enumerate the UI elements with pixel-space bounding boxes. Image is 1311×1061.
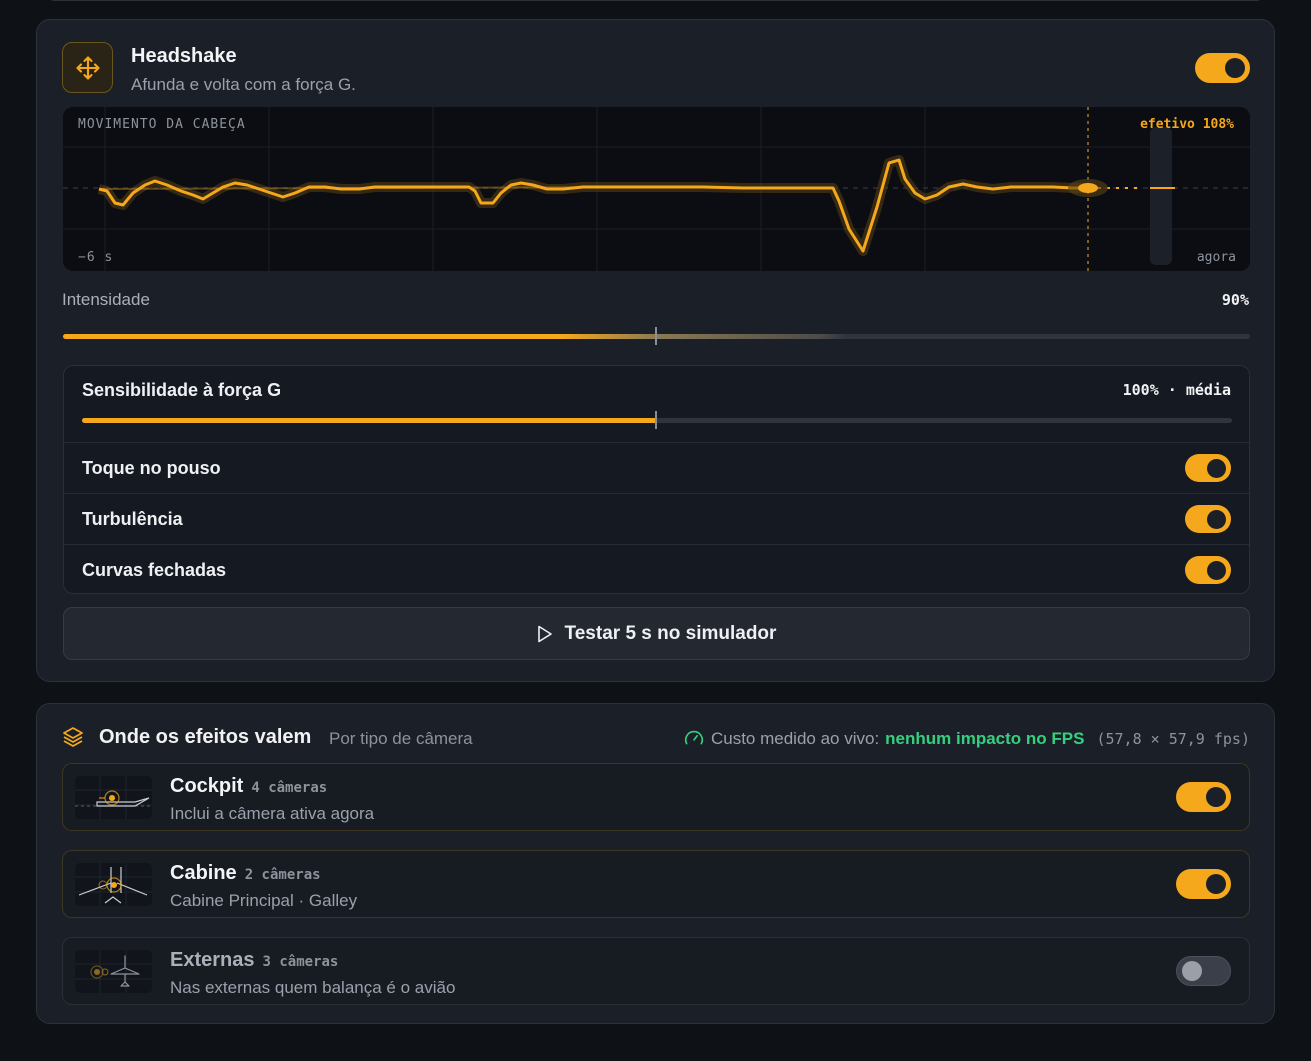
- landing-touch-toggle[interactable]: [1185, 454, 1231, 482]
- intensity-slider-center-tick: [655, 327, 657, 345]
- headshake-card: Headshake Afunda e volta com a força G. …: [36, 19, 1275, 682]
- sensitivity-slider[interactable]: [82, 411, 1232, 429]
- intensity-value: 90%: [1221, 291, 1249, 309]
- camera-row-cabin[interactable]: Cabine 2 câmeras Cabine Principal · Galle…: [62, 850, 1250, 918]
- cockpit-toggle[interactable]: [1176, 782, 1231, 812]
- previous-card-edge: [48, 0, 1263, 1]
- headshake-toggle[interactable]: [1195, 53, 1250, 83]
- turbulence-toggle[interactable]: [1185, 505, 1231, 533]
- graph-title: MOVIMENTO DA CABEÇA: [78, 117, 246, 132]
- graph-left-time: −6 s: [78, 250, 114, 265]
- settings-panel: Sensibilidade à força G 100% · média Toq…: [63, 365, 1250, 594]
- cost-label: Custo medido ao vivo:: [710, 729, 880, 748]
- camera-row-external[interactable]: Externas 3 câmeras Nas externas quem bala…: [62, 937, 1250, 1005]
- test-simulator-button[interactable]: Testar 5 s no simulador: [63, 607, 1250, 660]
- cabin-toggle[interactable]: [1176, 869, 1231, 899]
- graph-svg: [63, 107, 1250, 271]
- external-toggle[interactable]: [1176, 956, 1231, 986]
- cabin-thumbnail-icon: [75, 863, 152, 906]
- effects-scope-card: Onde os efeitos valem Por tipo de câmera…: [36, 703, 1275, 1024]
- graph-right-time: agora: [1196, 250, 1236, 265]
- option-label: Turbulência: [82, 509, 183, 529]
- camera-row-cockpit[interactable]: Cockpit 4 câmeras Inclui a câmera ativa a…: [62, 763, 1250, 831]
- camera-count: 3 câmeras: [262, 954, 339, 970]
- camera-name: Externas 3 câmeras: [170, 949, 339, 971]
- sensitivity-value: 100% · média: [1122, 381, 1231, 399]
- option-row: Toque no pouso: [64, 442, 1249, 493]
- scope-title: Onde os efeitos valem: [99, 726, 312, 748]
- option-label: Curvas fechadas: [82, 560, 227, 580]
- external-thumbnail-icon: [75, 950, 152, 993]
- headshake-title: Headshake: [131, 45, 237, 67]
- cockpit-thumbnail-icon: [75, 776, 152, 819]
- intensity-slider[interactable]: [63, 327, 1250, 345]
- live-cost: Custo medido ao vivo: nenhum impacto no …: [683, 728, 1250, 750]
- option-label: Toque no pouso: [82, 458, 221, 478]
- play-icon: [537, 625, 552, 642]
- option-row: Turbulência: [64, 493, 1249, 544]
- move-icon: [62, 42, 113, 93]
- scope-subtitle: Por tipo de câmera: [329, 729, 473, 748]
- cost-value: nenhum impacto no FPS: [885, 729, 1085, 748]
- sensitivity-label: Sensibilidade à força G: [82, 380, 282, 400]
- camera-count: 2 câmeras: [244, 867, 321, 883]
- gauge-icon: [684, 730, 704, 745]
- camera-name: Cockpit 4 câmeras: [170, 775, 328, 797]
- camera-desc: Inclui a câmera ativa agora: [170, 804, 375, 823]
- sensitivity-slider-fill: [82, 418, 657, 423]
- layers-icon: [63, 727, 83, 747]
- camera-desc: Cabine Principal · Galley: [170, 891, 358, 910]
- sharp-turns-toggle[interactable]: [1185, 556, 1231, 584]
- intensity-label: Intensidade: [62, 290, 150, 309]
- camera-name: Cabine 2 câmeras: [170, 862, 321, 884]
- camera-desc: Nas externas quem balança é o avião: [170, 978, 456, 997]
- sensitivity-slider-center-tick: [655, 411, 657, 429]
- option-row: Curvas fechadas: [64, 544, 1249, 595]
- cost-fps: (57,8 × 57,9 fps): [1096, 730, 1250, 748]
- effective-value: efetivo 108%: [1140, 117, 1234, 132]
- test-simulator-label: Testar 5 s no simulador: [564, 622, 777, 644]
- head-movement-graph: MOVIMENTO DA CABEÇA efetivo 108% −6 s ag…: [63, 107, 1250, 271]
- headshake-subtitle: Afunda e volta com a força G.: [131, 75, 356, 94]
- camera-count: 4 câmeras: [251, 780, 328, 796]
